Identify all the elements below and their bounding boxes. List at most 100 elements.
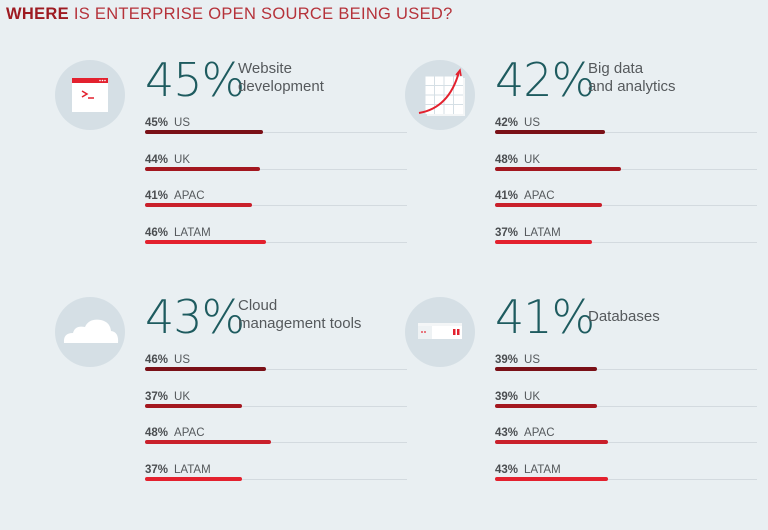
bar-value-label: 42% [495, 117, 519, 129]
bar-label: 37% UK [145, 391, 190, 403]
region-label: US [524, 354, 541, 366]
category-label: Cloud management tools [238, 297, 362, 332]
bar-label: 39% US [495, 354, 540, 366]
panel-cloud-management-tools: 43% Cloud management tools 46% US 37% UK 48% APA… [55, 290, 525, 530]
title-rest: IS ENTERPRISE OPEN SOURCE BEING USED? [73, 5, 453, 23]
bar-latam [495, 239, 592, 244]
bar-label: 46% LATAM [145, 227, 211, 239]
bar-row-uk: 39% UK [495, 391, 757, 421]
bar-label: 48% APAC [145, 427, 205, 439]
bar-track [495, 241, 757, 243]
bar-latam [145, 239, 266, 244]
category-label: Databases [588, 308, 660, 325]
bar-label: 44% UK [145, 154, 190, 166]
bar-latam [495, 476, 608, 481]
bar-value-label: 46% [145, 226, 169, 239]
bar-row-us: 42% US [495, 117, 757, 147]
bar-uk [145, 166, 261, 171]
bar-track [495, 168, 757, 170]
region-label: US [174, 354, 191, 366]
bar-track [495, 478, 757, 480]
bar-label: 42% US [495, 117, 540, 129]
bar-uk [495, 403, 598, 408]
bar-value-label: 37% [145, 463, 169, 476]
bar-track [495, 442, 757, 443]
bar-row-us: 46% US [145, 354, 407, 384]
category-label: Website development [238, 60, 324, 95]
bar-uk [145, 403, 242, 408]
bar-track [495, 369, 757, 370]
bar-value-label: 43% [495, 463, 519, 476]
region-label: APAC [524, 190, 555, 202]
region-label: LATAM [524, 463, 561, 476]
bar-us [145, 130, 263, 134]
bar-label: 37% LATAM [495, 227, 561, 239]
bar-apac [495, 440, 608, 444]
bar-apac [495, 203, 603, 207]
headline-percent: 45% [145, 53, 245, 107]
bar-label: 37% LATAM [145, 464, 211, 476]
bar-value-label: 44% [145, 153, 169, 166]
bar-apac [145, 203, 253, 207]
bar-row-latam: 46% LATAM [145, 227, 407, 257]
database-server-icon [405, 297, 475, 367]
panel-databases: 41% Databases 39% US 39% UK 43% APAC 43% LATAM [405, 290, 768, 530]
bar-track [145, 369, 407, 370]
bar-value-label: 37% [495, 226, 519, 239]
bar-track [495, 205, 757, 206]
title-bold: WHERE [6, 5, 69, 23]
bar-label: 39% UK [495, 391, 540, 403]
region-label: LATAM [524, 226, 561, 239]
cloud-icon [55, 297, 125, 367]
bar-row-apac: 41% APAC [495, 190, 757, 220]
bar-value-label: 41% [495, 190, 519, 202]
bar-value-label: 45% [145, 117, 169, 129]
bar-track [495, 132, 757, 133]
terminal-window-icon [55, 60, 125, 130]
bar-value-label: 39% [495, 390, 519, 403]
bar-row-us: 45% US [145, 117, 407, 147]
region-label: UK [524, 153, 541, 166]
bar-row-latam: 37% LATAM [495, 227, 757, 257]
bar-row-uk: 48% UK [495, 154, 757, 184]
bar-value-label: 41% [145, 190, 169, 202]
bar-us [495, 130, 606, 134]
category-label: Big data and analytics [588, 60, 676, 95]
bar-label: 41% APAC [145, 190, 205, 202]
region-label: APAC [174, 190, 205, 202]
bar-uk [495, 166, 621, 171]
bar-label: 43% LATAM [495, 464, 561, 476]
headline-percent: 43% [145, 290, 245, 344]
bar-us [495, 367, 598, 371]
bar-label: 48% UK [495, 154, 540, 166]
bar-value-label: 43% [495, 427, 519, 439]
bar-row-apac: 41% APAC [145, 190, 407, 220]
region-label: APAC [174, 427, 205, 439]
region-label: APAC [524, 427, 555, 439]
bar-track [145, 168, 407, 170]
bar-apac [145, 440, 271, 444]
bar-track [145, 442, 407, 443]
bar-track [145, 205, 407, 206]
bar-us [145, 367, 266, 371]
bar-row-uk: 37% UK [145, 391, 407, 421]
bar-label: 46% US [145, 354, 190, 366]
bar-value-label: 46% [145, 354, 169, 366]
bar-value-label: 48% [145, 427, 169, 439]
bar-label: 41% APAC [495, 190, 555, 202]
headline-percent: 42% [495, 53, 595, 107]
bar-track [145, 241, 407, 243]
bar-value-label: 48% [495, 153, 519, 166]
bar-track [145, 132, 407, 133]
region-label: LATAM [174, 226, 211, 239]
region-label: UK [174, 153, 191, 166]
headline-percent: 41% [495, 290, 595, 344]
region-label: UK [174, 390, 191, 403]
bar-row-latam: 37% LATAM [145, 464, 407, 494]
bar-track [495, 405, 757, 407]
bar-row-us: 39% US [495, 354, 757, 384]
region-label: LATAM [174, 463, 211, 476]
page-title: WHERE IS ENTERPRISE OPEN SOURCE BEING US… [6, 5, 453, 24]
bar-value-label: 39% [495, 354, 519, 366]
bar-row-apac: 43% APAC [495, 427, 757, 457]
